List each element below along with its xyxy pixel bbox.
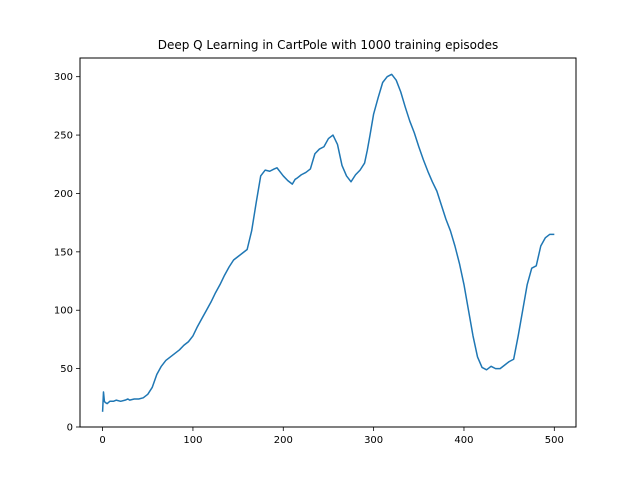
plot-area	[79, 57, 577, 428]
x-tick-label: 300	[364, 435, 383, 446]
axes-frame	[79, 57, 577, 428]
y-axis: 0 50 100 150 200 250 300	[54, 72, 80, 434]
y-tick-label: 50	[60, 364, 73, 375]
x-tick-label: 400	[454, 435, 473, 446]
y-tick-label: 300	[54, 72, 73, 83]
x-tick-label: 200	[274, 435, 293, 446]
series-line	[101, 73, 555, 412]
y-tick-label: 100	[54, 306, 73, 317]
x-tick-label: 500	[545, 435, 564, 446]
x-tick-label: 0	[99, 435, 105, 446]
y-tick-label: 0	[67, 423, 73, 434]
y-tick-label: 200	[54, 189, 73, 200]
x-axis: 0 100 200 300 400 500	[99, 427, 564, 446]
x-tick-label: 100	[183, 435, 202, 446]
y-tick-label: 150	[54, 247, 73, 258]
y-tick-label: 250	[54, 131, 73, 142]
chart-title: Deep Q Learning in CartPole with 1000 tr…	[158, 38, 499, 52]
